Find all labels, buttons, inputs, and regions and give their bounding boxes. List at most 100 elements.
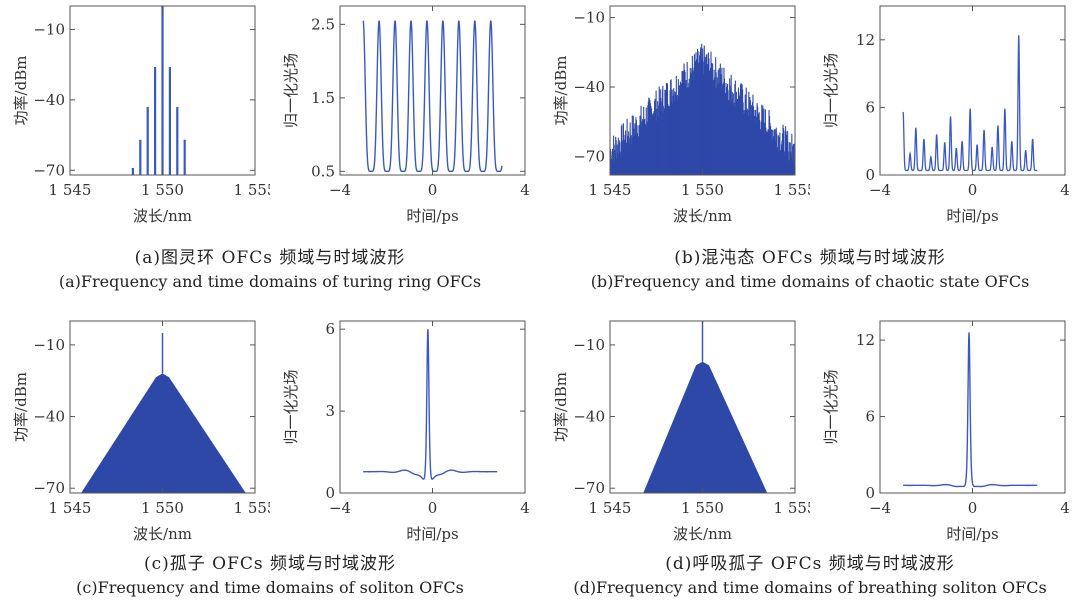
time-a-line bbox=[362, 20, 503, 173]
spectrum-c-xlabel: 波长/nm bbox=[133, 525, 192, 543]
time-c-frame bbox=[339, 320, 526, 494]
spectrum-c-xtick-1: 1 550 bbox=[141, 499, 184, 517]
time-b-ylabel: 归一化光场 bbox=[822, 53, 840, 128]
time-a-ytick-1: 1.5 bbox=[311, 89, 335, 107]
time-b-series bbox=[902, 35, 1038, 172]
spectrum-c-xtick-0: 1 545 bbox=[49, 499, 92, 517]
time-c-xtick-0: −4 bbox=[329, 499, 351, 517]
time-b-ytick-1: 6 bbox=[865, 98, 875, 116]
time-a-xtick-1: 0 bbox=[428, 181, 438, 199]
spectrum-c-ytick-2: −70 bbox=[33, 479, 65, 497]
spectrum-chart-b: 1 545 1 550 1 555 −10 −40 −70 波长/nm 功率/dBm bbox=[552, 5, 810, 225]
spectrum-b-series bbox=[610, 43, 795, 175]
spectrum-d-ytick-1: −40 bbox=[573, 408, 605, 426]
time-d-xtick-2: 4 bbox=[1060, 499, 1070, 517]
caption-cn-c: (c)孤子 OFCs 频域与时域波形 bbox=[143, 554, 397, 574]
spectrum-b-ylabel: 功率/dBm bbox=[552, 56, 570, 126]
spectrum-c-ylabel: 功率/dBm bbox=[12, 372, 30, 442]
spectrum-a-xtick-1: 1 550 bbox=[141, 181, 184, 199]
spectrum-d-ylabel: 功率/dBm bbox=[552, 372, 570, 442]
spectrum-a-xlabel: 波长/nm bbox=[133, 207, 192, 225]
spectrum-a-ytick-0: −10 bbox=[33, 20, 65, 38]
time-d-ytick-0: 0 bbox=[865, 484, 875, 502]
time-a-frame bbox=[339, 5, 526, 176]
caption-en-d: (d)Frequency and time domains of breathi… bbox=[573, 578, 1047, 597]
time-a-series bbox=[362, 20, 503, 173]
spectrum-b-xtick-2: 1 555 bbox=[774, 181, 810, 199]
spectrum-b-ytick-1: −40 bbox=[573, 78, 605, 96]
time-c-ytick-1: 3 bbox=[325, 402, 335, 420]
time-d-frame bbox=[879, 320, 1066, 494]
spectrum-a-ylabel: 功率/dBm bbox=[12, 56, 30, 126]
spectrum-c-series bbox=[81, 332, 246, 493]
spectrum-chart-d: 1 545 1 550 1 555 −10 −40 −70 波长/nm 功率/dBm bbox=[552, 320, 810, 543]
time-d-series bbox=[903, 332, 1038, 488]
spectrum-d-xtick-0: 1 545 bbox=[589, 499, 632, 517]
time-b-xtick-0: −4 bbox=[869, 181, 891, 199]
time-a-ytick-2: 2.5 bbox=[311, 15, 335, 33]
time-a-ylabel: 归一化光场 bbox=[282, 53, 300, 128]
spectrum-b-xtick-1: 1 550 bbox=[681, 181, 724, 199]
time-a-xtick-2: 4 bbox=[520, 181, 530, 199]
time-b-ytick-2: 12 bbox=[856, 31, 875, 49]
time-c-line bbox=[363, 329, 498, 480]
time-c-ytick-0: 0 bbox=[325, 484, 335, 502]
time-d-ylabel: 归一化光场 bbox=[822, 369, 840, 444]
spectrum-chart-a: 1 545 1 550 1 555 −10 −40 −70 波长/nm 功率/dBm bbox=[12, 5, 270, 225]
spectrum-a-ytick-1: −40 bbox=[33, 91, 65, 109]
time-b-frame bbox=[879, 5, 1066, 176]
time-c-ytick-2: 6 bbox=[325, 320, 335, 338]
spectrum-a-xtick-2: 1 555 bbox=[234, 181, 270, 199]
spectrum-d-envelope bbox=[643, 361, 768, 493]
spectrum-d-series bbox=[643, 321, 768, 493]
time-c-xtick-1: 0 bbox=[428, 499, 438, 517]
spectrum-b-xtick-0: 1 545 bbox=[589, 181, 632, 199]
time-d-xtick-1: 0 bbox=[968, 499, 978, 517]
time-b-xtick-1: 0 bbox=[968, 181, 978, 199]
spectrum-c-ytick-0: −10 bbox=[33, 336, 65, 354]
spectrum-d-xtick-2: 1 555 bbox=[774, 499, 810, 517]
caption-en-a: (a)Frequency and time domains of turing … bbox=[58, 272, 482, 291]
caption-cn-d: (d)呼吸孤子 OFCs 频域与时域波形 bbox=[665, 554, 955, 574]
spectrum-d-ytick-0: −10 bbox=[573, 336, 605, 354]
time-b-ytick-0: 0 bbox=[865, 166, 875, 184]
time-c-xtick-2: 4 bbox=[520, 499, 530, 517]
spectrum-a-ytick-2: −70 bbox=[33, 161, 65, 179]
spectrum-d-ytick-2: −70 bbox=[573, 479, 605, 497]
time-d-ytick-2: 12 bbox=[856, 331, 875, 349]
time-c-ylabel: 归一化光场 bbox=[282, 369, 300, 444]
time-d-line bbox=[903, 332, 1038, 488]
spectrum-d-xlabel: 波长/nm bbox=[673, 525, 732, 543]
time-c-xlabel: 时间/ps bbox=[406, 525, 458, 543]
time-d-ytick-1: 6 bbox=[865, 408, 875, 426]
spectrum-c-envelope bbox=[81, 373, 246, 493]
time-d-xtick-0: −4 bbox=[869, 499, 891, 517]
time-b-xtick-2: 4 bbox=[1060, 181, 1070, 199]
caption-cn-b: (b)混沌态 OFCs 频域与时域波形 bbox=[674, 248, 946, 268]
caption-en-b: (b)Frequency and time domains of chaotic… bbox=[590, 272, 1030, 291]
spectrum-b-xlabel: 波长/nm bbox=[673, 207, 732, 225]
spectrum-a-xtick-0: 1 545 bbox=[49, 181, 92, 199]
spectrum-c-ytick-1: −40 bbox=[33, 408, 65, 426]
spectrum-d-xtick-1: 1 550 bbox=[681, 499, 724, 517]
spectrum-a-series bbox=[131, 6, 186, 175]
spectrum-b-ytick-0: −10 bbox=[573, 9, 605, 27]
spectrum-b-ytick-2: −70 bbox=[573, 147, 605, 165]
time-a-xlabel: 时间/ps bbox=[406, 207, 458, 225]
time-a-ytick-0: 0.5 bbox=[311, 162, 335, 180]
time-d-xlabel: 时间/ps bbox=[946, 525, 998, 543]
time-chart-a: −4 0 4 0.5 1.5 2.5 时间/ps 归一化光场 bbox=[282, 5, 530, 225]
time-c-series bbox=[363, 329, 498, 480]
time-b-line bbox=[902, 35, 1038, 172]
spectrum-c-xtick-2: 1 555 bbox=[234, 499, 270, 517]
time-b-xlabel: 时间/ps bbox=[946, 207, 998, 225]
caption-en-c: (c)Frequency and time domains of soliton… bbox=[76, 578, 464, 597]
time-a-xtick-0: −4 bbox=[329, 181, 351, 199]
